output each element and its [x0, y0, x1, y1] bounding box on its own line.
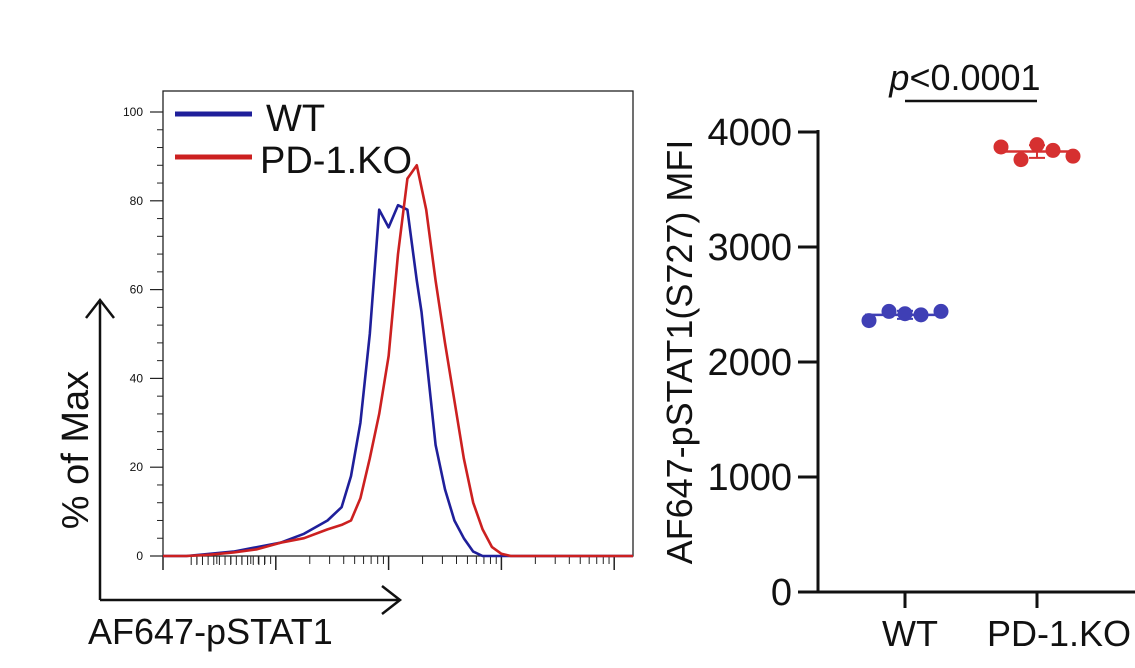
histogram-y-tick-label: 100	[123, 105, 143, 119]
dotplot-point-pd1ko	[1045, 142, 1061, 158]
histogram-legend: WT PD-1.KO	[175, 98, 412, 182]
p-value-symbol: p	[888, 57, 909, 98]
histogram-y-tick-label: 80	[130, 194, 144, 208]
dotplot-y-tick-label: 3000	[707, 227, 792, 269]
histogram-curves	[163, 164, 633, 558]
histogram-y-tick-label: 60	[130, 283, 144, 297]
dotplot-point-wt	[933, 303, 949, 319]
dotplot-panel: 0 1000 2000 3000 4000 WT PD-1.KO AF647-pSTAT1…	[659, 57, 1135, 654]
dotplot-y-tick-label: 0	[771, 572, 792, 614]
histogram-y-tick-label: 0	[136, 549, 143, 563]
dotplot-y-label: AF647-pSTAT1(S727) MFI	[659, 140, 700, 565]
dotplot-point-pd1ko	[1013, 152, 1029, 168]
dotplot-point-wt	[881, 303, 897, 319]
p-value-number: <0.0001	[909, 57, 1040, 98]
dotplot-y-tick-label: 4000	[707, 112, 792, 154]
histogram-x-label: AF647-pSTAT1	[88, 611, 333, 652]
dotplot-x-tick-label: PD-1.KO	[987, 613, 1131, 654]
histogram-panel: 0 20 40 60 80 100 WT PD-1.KO % of Max AF647-p…	[55, 90, 634, 652]
legend-label-wt: WT	[266, 98, 325, 140]
histogram-curve-pd1ko	[163, 164, 633, 558]
dotplot-x-ticks: WT PD-1.KO	[882, 592, 1131, 654]
legend-label-pd1ko: PD-1.KO	[260, 140, 412, 182]
dotplot-point-wt	[913, 307, 929, 323]
dotplot-point-pd1ko	[1029, 137, 1045, 153]
histogram-y-label: % of Max	[55, 371, 97, 529]
histogram-y-tick-label: 40	[130, 371, 144, 385]
dotplot-point-pd1ko	[1065, 148, 1081, 164]
x-axis-arrowhead	[381, 585, 403, 615]
dotplot-y-tick-label: 1000	[707, 457, 792, 499]
histogram-x-ticks	[162, 556, 615, 570]
dotplot-points	[861, 137, 1081, 329]
dotplot-y-ticks: 0 1000 2000 3000 4000	[707, 112, 818, 614]
p-value-text: p<0.0001	[888, 57, 1040, 98]
y-axis-arrowhead	[85, 297, 115, 319]
dotplot-point-wt	[861, 313, 877, 329]
histogram-y-tick-label: 20	[130, 460, 144, 474]
dotplot-point-wt	[897, 306, 913, 322]
dotplot-point-pd1ko	[993, 139, 1009, 155]
dotplot-x-tick-label: WT	[882, 613, 938, 654]
axis-arrows	[85, 297, 403, 615]
histogram-y-ticks: 0 20 40 60 80 100	[123, 105, 163, 563]
significance-annotation: p<0.0001	[888, 57, 1041, 103]
histogram-frame	[162, 90, 634, 557]
dotplot-y-tick-label: 2000	[707, 342, 792, 384]
